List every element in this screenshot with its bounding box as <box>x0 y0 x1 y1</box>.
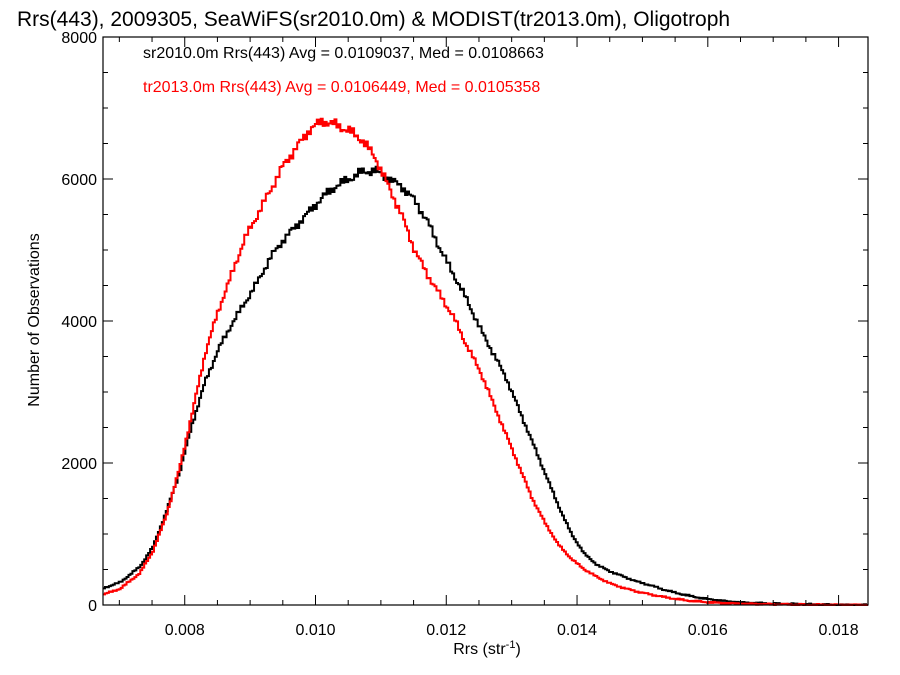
axis-ticks: 0.008 0.010 0.012 0.014 0.016 0.018 0 2000 4000 6… <box>61 30 868 639</box>
legend-entry-black: sr2010.0m Rrs(443) Avg = 0.0109037, Med … <box>143 45 544 62</box>
y-tick-label: 2000 <box>61 456 97 473</box>
x-axis-label: Rrs (str-1) <box>453 639 521 658</box>
x-tick-label: 0.010 <box>295 622 335 639</box>
series-sr2010-histogram <box>103 165 868 606</box>
plot-frame <box>102 36 869 606</box>
y-tick-label: 6000 <box>61 172 97 189</box>
chart-title: Rrs(443), 2009305, SeaWiFS(sr2010.0m) & … <box>17 8 730 31</box>
y-tick-label: 4000 <box>61 314 97 331</box>
y-tick-label: 8000 <box>61 30 97 47</box>
y-tick-label: 0 <box>88 598 97 615</box>
x-tick-label: 0.016 <box>688 622 728 639</box>
y-axis-label: Number of Observations <box>26 233 43 406</box>
x-tick-label: 0.018 <box>819 622 859 639</box>
series-tr2013-histogram <box>103 117 868 606</box>
series-layer <box>103 117 868 606</box>
x-tick-label: 0.012 <box>426 622 466 639</box>
x-tick-label: 0.008 <box>165 622 205 639</box>
x-tick-label: 0.014 <box>557 622 597 639</box>
legend-entry-red: tr2013.0m Rrs(443) Avg = 0.0106449, Med … <box>143 79 540 96</box>
